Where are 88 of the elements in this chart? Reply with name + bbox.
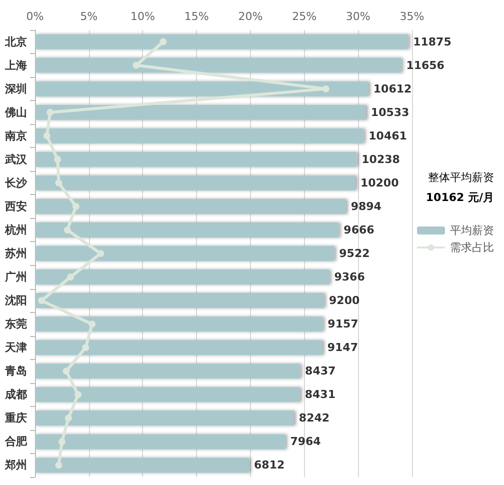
x2-tick-label: 10% xyxy=(130,10,155,23)
bar xyxy=(35,128,364,144)
bar xyxy=(35,340,322,356)
bar xyxy=(35,34,408,50)
bar xyxy=(35,198,346,214)
data-label: 10612 xyxy=(373,82,412,96)
data-label: 9366 xyxy=(334,270,366,284)
bar xyxy=(35,222,339,238)
y-tick-label: 天津 xyxy=(4,341,27,354)
data-label: 11875 xyxy=(413,35,452,48)
point xyxy=(160,38,167,46)
y-tick-label: 南京 xyxy=(4,129,27,142)
data-label: 10200 xyxy=(360,176,400,190)
x2-tick-label: 30% xyxy=(346,10,370,23)
x2-tick-label: 15% xyxy=(184,10,209,23)
data-label: 8431 xyxy=(304,388,336,402)
y-tick-label: 合肥 xyxy=(4,435,28,448)
bar xyxy=(35,434,286,450)
bar xyxy=(35,364,300,379)
point xyxy=(62,368,70,375)
bar xyxy=(35,387,300,402)
bar xyxy=(35,410,294,426)
bar xyxy=(35,270,330,285)
y-tick-label: 郑州 xyxy=(4,458,27,472)
y-tick-label: 广州 xyxy=(4,270,27,284)
data-label: 9157 xyxy=(328,318,358,331)
data-label: 11656 xyxy=(406,58,445,72)
bar xyxy=(35,58,402,73)
bar xyxy=(35,175,356,190)
bar xyxy=(35,458,250,473)
data-label: 7964 xyxy=(290,435,322,448)
x2-tick-label: 35% xyxy=(400,10,424,23)
point xyxy=(38,297,45,304)
bar xyxy=(35,246,334,261)
bar xyxy=(35,104,366,120)
bar xyxy=(35,152,357,167)
point xyxy=(55,179,62,186)
legend-label: 平均薪资 xyxy=(450,224,494,237)
data-label: 6812 xyxy=(254,458,285,472)
point xyxy=(55,462,62,469)
x2-tick-label: 0% xyxy=(26,10,44,23)
point xyxy=(132,62,140,69)
data-label: 9200 xyxy=(329,294,360,308)
y-tick-label: 北京 xyxy=(4,35,27,48)
point xyxy=(58,438,66,446)
bar xyxy=(35,81,368,96)
text: 10162 元/月 xyxy=(426,191,494,204)
y-tick-label: 沈阳 xyxy=(4,294,27,308)
y-tick-label: 长沙 xyxy=(4,176,28,190)
data-label: 9666 xyxy=(344,223,375,236)
point xyxy=(64,414,72,422)
point xyxy=(43,132,50,140)
y-tick-label: 深圳 xyxy=(4,82,27,96)
y-tick-label: 佛山 xyxy=(4,106,27,119)
data-label: 9894 xyxy=(350,200,382,213)
text: 整体平均薪资 xyxy=(428,171,494,184)
point xyxy=(54,156,62,163)
data-label: 9522 xyxy=(339,247,370,260)
data-label: 9147 xyxy=(327,341,358,354)
y-tick-label: 成都 xyxy=(4,388,27,402)
x2-tick-label: 5% xyxy=(80,10,98,23)
y-tick-label: 东莞 xyxy=(4,318,27,331)
point xyxy=(74,391,82,398)
point xyxy=(88,320,96,328)
point xyxy=(46,108,54,116)
data-label: 8437 xyxy=(305,364,336,378)
data-label: 8242 xyxy=(298,412,330,425)
y-tick-label: 重庆 xyxy=(4,412,27,425)
point xyxy=(97,250,104,257)
y-tick-label: 西安 xyxy=(4,200,27,213)
data-label: 10238 xyxy=(362,152,400,166)
x2-tick-label: 25% xyxy=(292,10,317,23)
point xyxy=(64,226,71,234)
data-label: 10461 xyxy=(368,129,407,142)
y-tick-label: 青岛 xyxy=(4,364,27,378)
bar xyxy=(35,293,324,308)
y-tick-label: 苏州 xyxy=(4,247,27,260)
data-label: 10533 xyxy=(370,106,410,119)
point xyxy=(72,202,80,210)
point xyxy=(67,274,74,281)
point xyxy=(322,85,330,92)
y-tick-label: 上海 xyxy=(4,58,27,72)
bar xyxy=(35,316,323,332)
y-tick-label: 杭州 xyxy=(4,223,27,236)
legend-label: 需求占比 xyxy=(450,241,494,254)
point xyxy=(82,344,90,352)
x2-tick-label: 20% xyxy=(238,10,263,23)
y-tick-label: 武汉 xyxy=(4,152,28,166)
